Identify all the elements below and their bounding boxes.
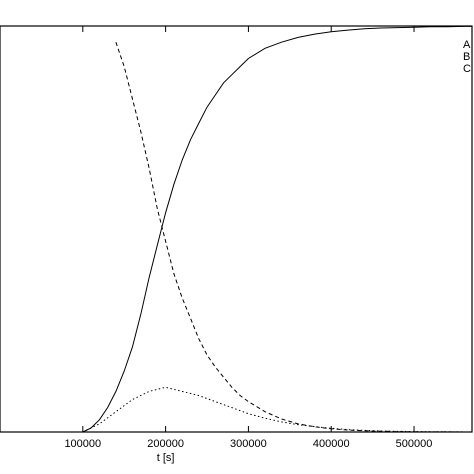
plot-frame xyxy=(0,25,473,433)
series-B-line xyxy=(115,42,473,433)
plot-border xyxy=(0,25,473,433)
x-tick-label: 100000 xyxy=(64,438,101,450)
x-tick-label: 200000 xyxy=(147,438,184,450)
legend-label-B: B xyxy=(463,51,470,63)
legend: ABC xyxy=(463,39,471,75)
series-A-line xyxy=(82,25,472,433)
legend-label-A: A xyxy=(463,39,471,51)
series-C-line xyxy=(82,386,473,433)
x-tick-label: 400000 xyxy=(313,438,350,450)
x-axis-ticks: 100000 200000 300000 400000 500000 xyxy=(64,26,432,450)
legend-label-C: C xyxy=(463,63,471,75)
x-tick-label: 300000 xyxy=(230,438,267,450)
series-layer xyxy=(82,25,473,433)
x-tick-label: 500000 xyxy=(396,438,433,450)
x-axis-label: t [s] xyxy=(157,452,175,464)
